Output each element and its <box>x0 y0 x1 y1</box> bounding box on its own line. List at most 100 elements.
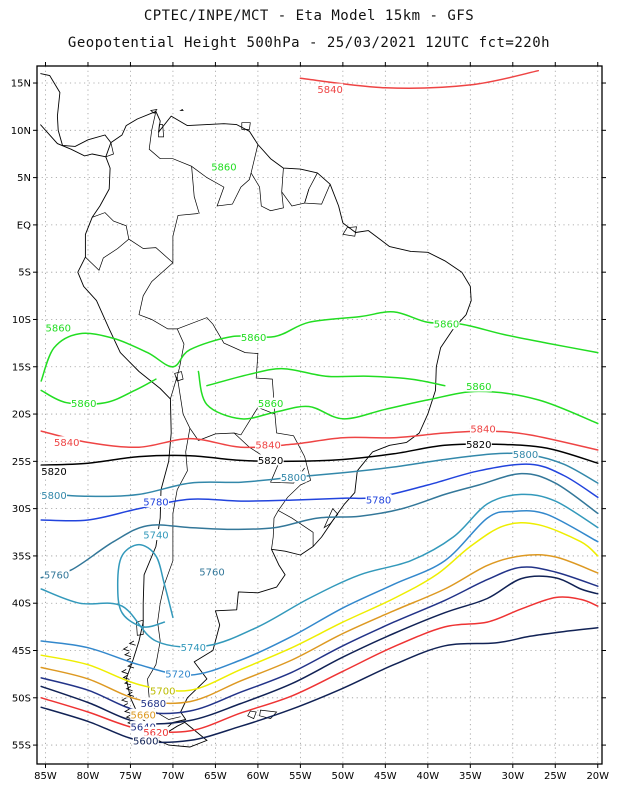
contour-5860 <box>197 370 599 425</box>
lon-tick-label: 85W <box>34 771 57 782</box>
contour-label-bg <box>140 697 167 709</box>
lon-tick-label: 30W <box>501 771 524 782</box>
contour-label: 5860 <box>71 399 96 410</box>
contour-5780 <box>40 463 599 522</box>
lat-tick-label: 50S <box>12 693 31 704</box>
contour-label-bg <box>280 471 307 483</box>
lat-tick-label: 15N <box>11 79 31 90</box>
contour-label-bg <box>180 641 207 653</box>
lat-tick-label: 45S <box>12 646 31 657</box>
contour-label-bg <box>470 423 497 435</box>
contour-label: 5780 <box>143 497 168 508</box>
lon-tick-label: 35W <box>459 771 482 782</box>
contour-label-bg <box>365 494 392 506</box>
contour-label: 5680 <box>141 699 166 710</box>
island-outline <box>241 122 251 130</box>
contour-label: 5860 <box>434 320 459 331</box>
contour-label: 5840 <box>54 438 79 449</box>
lat-tick-label: 5S <box>18 268 31 279</box>
country-border <box>250 168 284 212</box>
contour-label: 5820 <box>41 467 66 478</box>
lon-tick-label: 50W <box>332 771 355 782</box>
contour-5840 <box>40 430 599 451</box>
contour-label-bg <box>257 454 284 466</box>
island-outline <box>342 226 357 237</box>
contour-5640 <box>40 575 599 725</box>
contour-label-bg <box>40 465 67 477</box>
island-outline <box>247 710 257 720</box>
fjord-coast-detail <box>122 646 130 652</box>
country-border <box>148 111 200 214</box>
contour-5680 <box>40 554 599 705</box>
contour-label-bg <box>40 489 67 501</box>
lon-tick-label: 25W <box>544 771 567 782</box>
country-border <box>138 262 185 400</box>
contour-5740 <box>116 543 174 628</box>
map-frame <box>36 65 603 765</box>
island-outline <box>136 619 144 636</box>
lon-tick-label: 65W <box>204 771 227 782</box>
fjord-coast-detail <box>127 691 135 697</box>
height-contours <box>40 69 599 744</box>
contour-label-bg <box>210 161 237 173</box>
contour-5820 <box>40 443 599 466</box>
country-border <box>271 510 279 550</box>
contour-label: 5840 <box>317 85 342 96</box>
contour-label: 5760 <box>44 570 69 581</box>
contour-label-bg <box>43 568 70 580</box>
fjord-coast-detail <box>121 669 129 675</box>
contour-label-bg <box>142 495 169 507</box>
country-border <box>176 376 199 441</box>
contour-label: 5760 <box>199 567 224 578</box>
fjord-coast-detail <box>123 652 132 658</box>
lat-tick-label: 20S <box>12 410 31 421</box>
contour-5720 <box>40 510 599 676</box>
lake-outline <box>158 124 164 138</box>
contour-5860 <box>40 311 599 382</box>
central-america-caribbean-coast <box>40 73 112 147</box>
contour-label: 5620 <box>143 728 168 739</box>
lon-tick-label: 80W <box>77 771 100 782</box>
lon-tick-label: 45W <box>374 771 397 782</box>
country-border <box>105 142 114 158</box>
fjord-coast-detail <box>128 640 136 646</box>
contour-5700 <box>40 522 599 692</box>
lat-tick-label: EQ <box>17 220 31 231</box>
contour-label: 5840 <box>470 425 495 436</box>
island-outline <box>149 109 158 114</box>
contour-label-bg <box>132 735 159 747</box>
contour-label: 5720 <box>165 670 190 681</box>
lat-tick-label: 5N <box>17 173 31 184</box>
contour-label: 5740 <box>143 531 168 542</box>
contour-label-bg <box>255 439 282 451</box>
graticule <box>37 66 602 764</box>
contour-label: 5860 <box>466 382 491 393</box>
south-america-coastline <box>77 110 472 735</box>
axis-ticks: 15N 10N 5N EQ 5S 10S 15S 20S 25S 30S 35S 40S 45S 50S 5… <box>11 62 609 782</box>
contour-label: 5740 <box>181 643 206 654</box>
contour-label-bg <box>70 397 97 409</box>
contour-label-bg <box>512 448 539 460</box>
contour-5760 <box>40 472 599 579</box>
fjord-coast-detail <box>121 697 129 703</box>
coastlines-and-borders <box>40 73 472 748</box>
tierra-del-fuego-coastline <box>154 721 208 748</box>
lat-tick-label: 55S <box>12 741 31 752</box>
lon-tick-label: 70W <box>162 771 185 782</box>
contour-label-bg <box>53 436 80 448</box>
map-title-line-1: CPTEC/INPE/MCT - Eta Model 15km - GFS <box>143 8 475 24</box>
fjord-coast-detail <box>123 708 132 714</box>
contour-label-bg <box>199 565 226 577</box>
lat-tick-label: 25S <box>12 457 31 468</box>
map-title-line-2: Geopotential Height 500hPa - 25/03/2021 … <box>67 35 551 51</box>
lon-tick-label: 40W <box>417 771 440 782</box>
contour-label-bg <box>317 83 344 95</box>
lat-tick-label: 10S <box>12 315 31 326</box>
contour-label-bg <box>130 708 157 720</box>
lon-tick-label: 20W <box>586 771 609 782</box>
contour-label: 5820 <box>258 456 283 467</box>
contour-label-bg <box>465 438 492 450</box>
lat-tick-label: 15S <box>12 362 31 373</box>
lat-tick-label: 40S <box>12 599 31 610</box>
country-border <box>128 213 199 264</box>
